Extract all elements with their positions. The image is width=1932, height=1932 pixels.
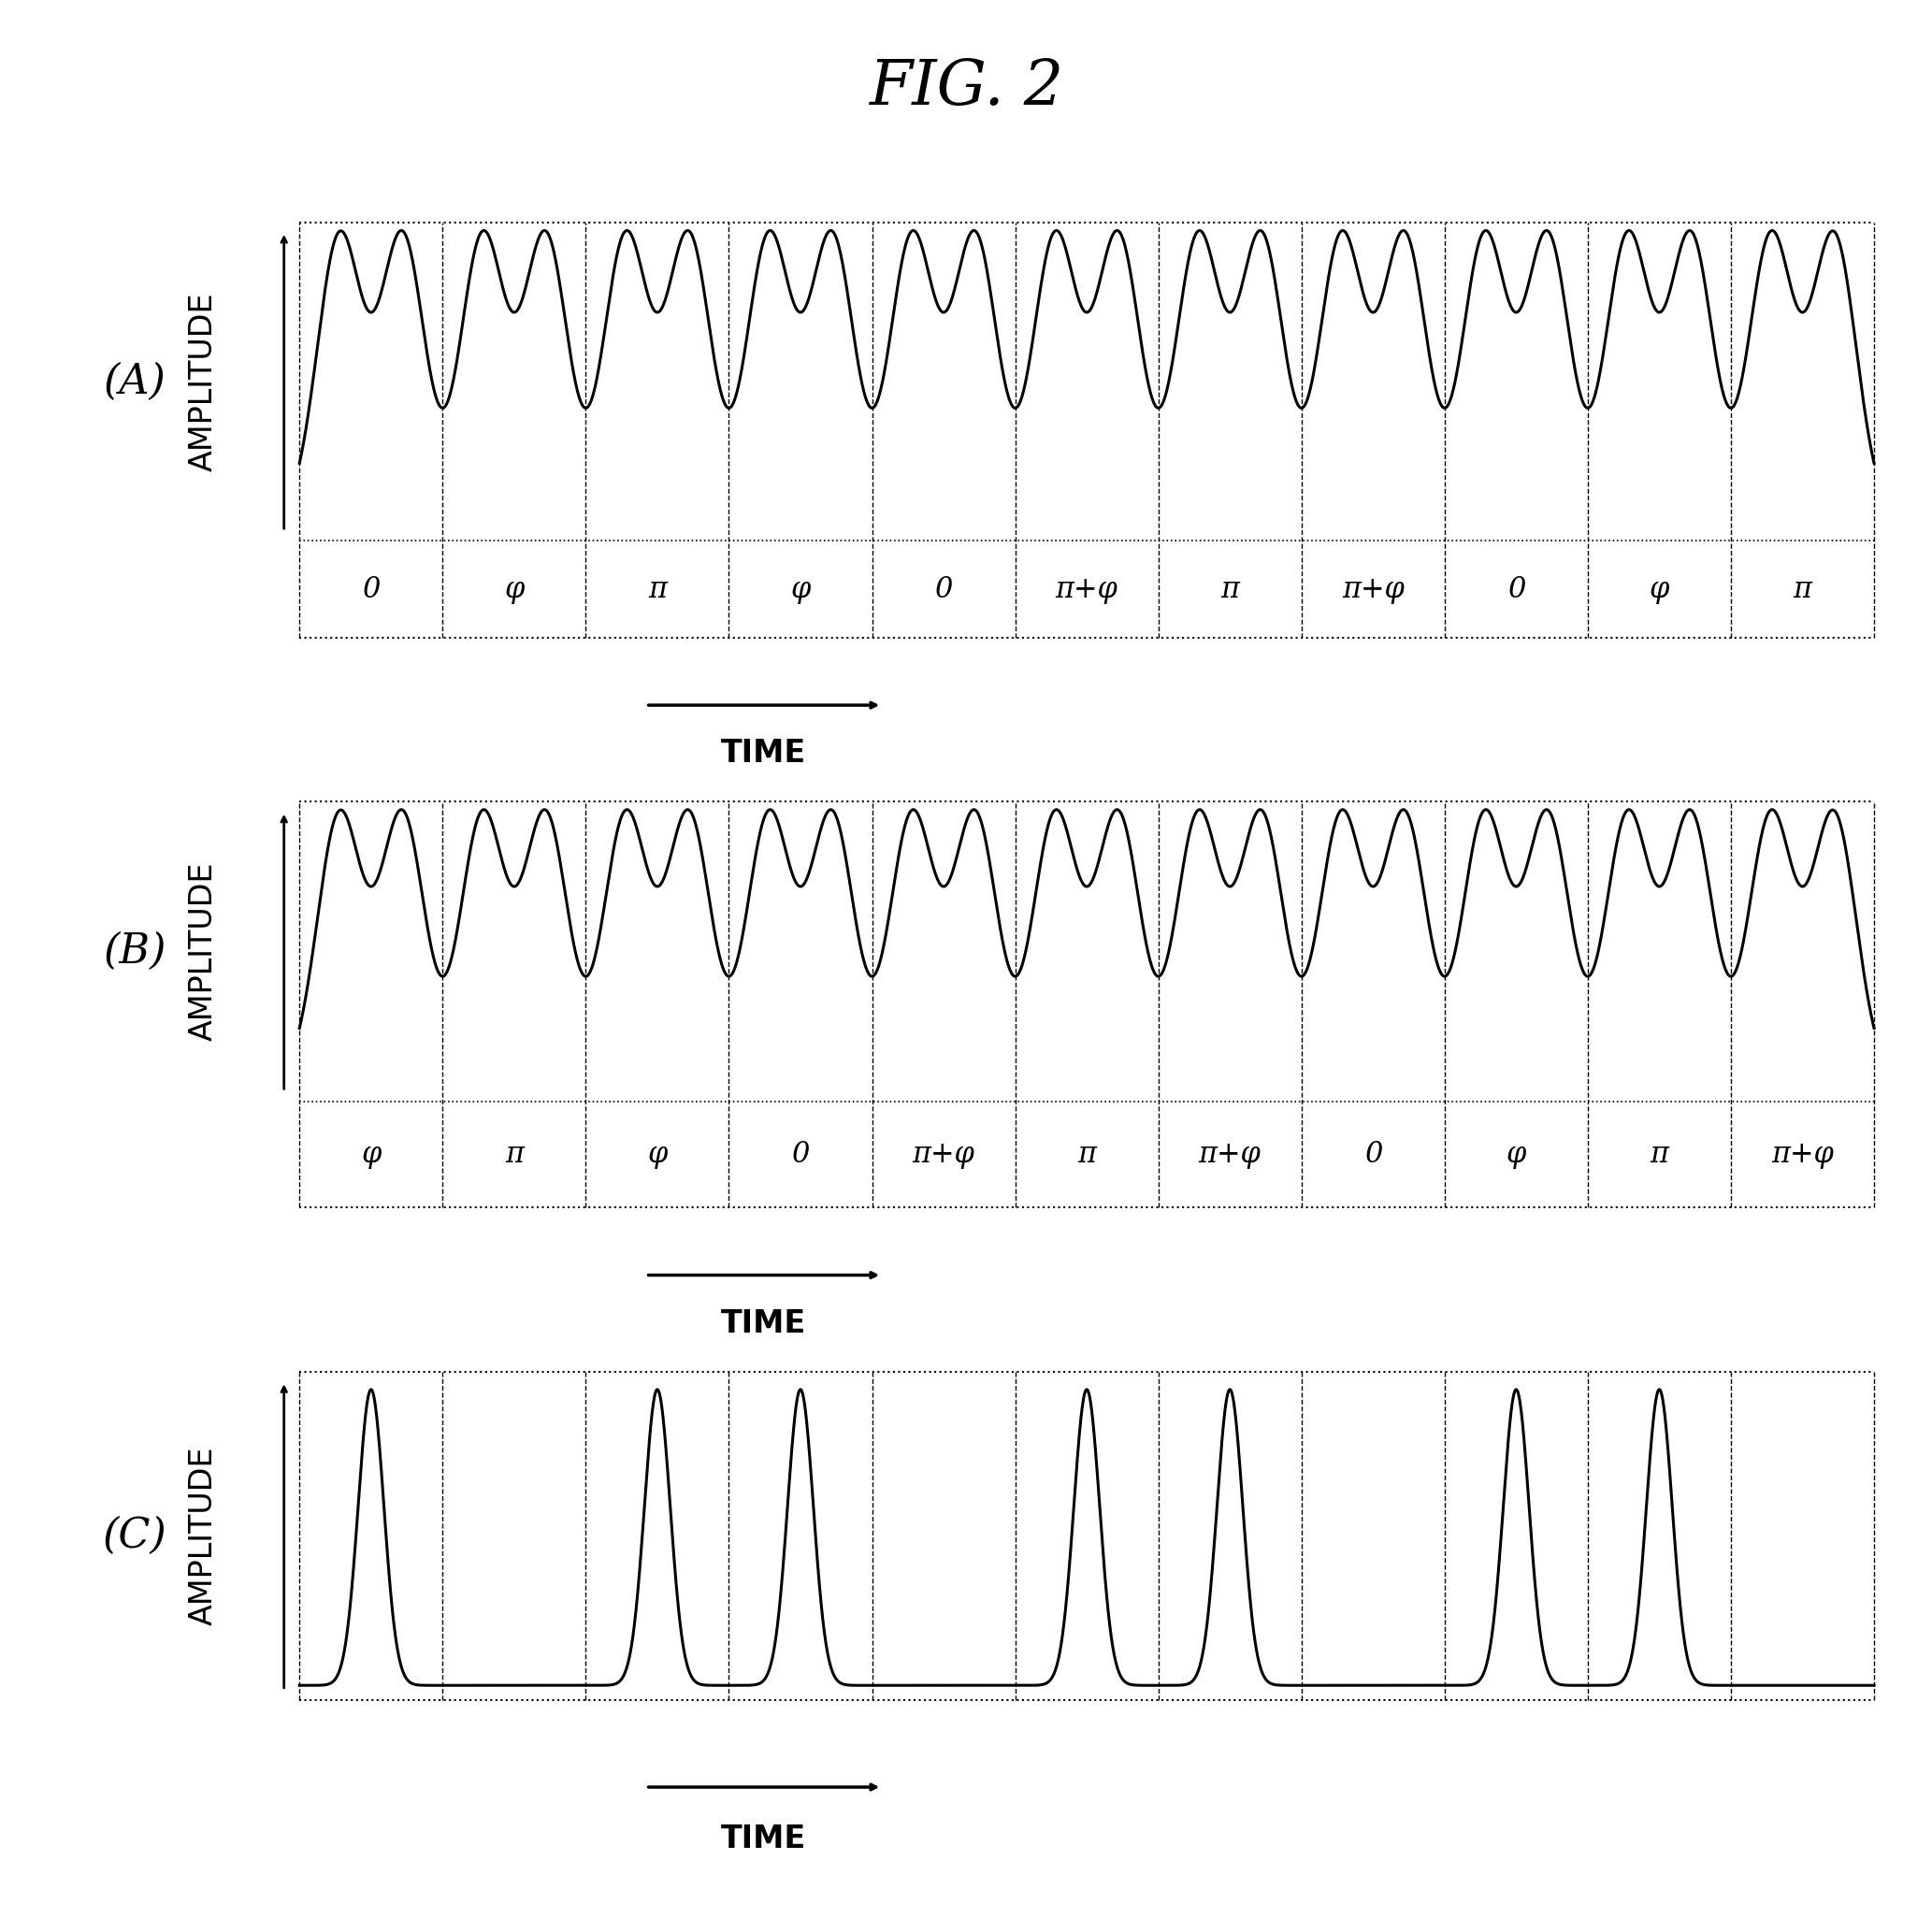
Text: π: π: [1078, 1140, 1095, 1169]
Text: π: π: [504, 1140, 524, 1169]
Text: φ: φ: [1507, 1140, 1526, 1169]
Text: φ: φ: [790, 574, 810, 605]
Text: π: π: [1650, 1140, 1669, 1169]
Text: FIG. 2: FIG. 2: [869, 56, 1063, 118]
Text: φ: φ: [1650, 574, 1669, 605]
Text: AMPLITUDE: AMPLITUDE: [187, 1447, 218, 1625]
Text: π: π: [647, 574, 667, 605]
Text: φ: φ: [361, 1140, 381, 1169]
Text: TIME: TIME: [721, 1308, 808, 1339]
Text: π: π: [1793, 574, 1812, 605]
Text: π+φ: π+φ: [912, 1140, 976, 1169]
Text: π+φ: π+φ: [1341, 574, 1405, 605]
Text: 0: 0: [935, 574, 952, 605]
Text: 0: 0: [792, 1140, 810, 1169]
Text: φ: φ: [647, 1140, 667, 1169]
Text: AMPLITUDE: AMPLITUDE: [187, 292, 218, 471]
Text: 0: 0: [1364, 1140, 1381, 1169]
Text: 0: 0: [1507, 574, 1524, 605]
Text: 0: 0: [361, 574, 381, 605]
Text: TIME: TIME: [721, 738, 808, 769]
Text: (C): (C): [102, 1517, 168, 1555]
Text: AMPLITUDE: AMPLITUDE: [187, 862, 218, 1041]
Text: π+φ: π+φ: [1055, 574, 1119, 605]
Text: (B): (B): [104, 931, 166, 972]
Text: π: π: [1221, 574, 1238, 605]
Text: π+φ: π+φ: [1772, 1140, 1833, 1169]
Text: TIME: TIME: [721, 1824, 808, 1855]
Text: (A): (A): [104, 361, 166, 402]
Text: π+φ: π+φ: [1198, 1140, 1262, 1169]
Text: φ: φ: [504, 574, 524, 605]
